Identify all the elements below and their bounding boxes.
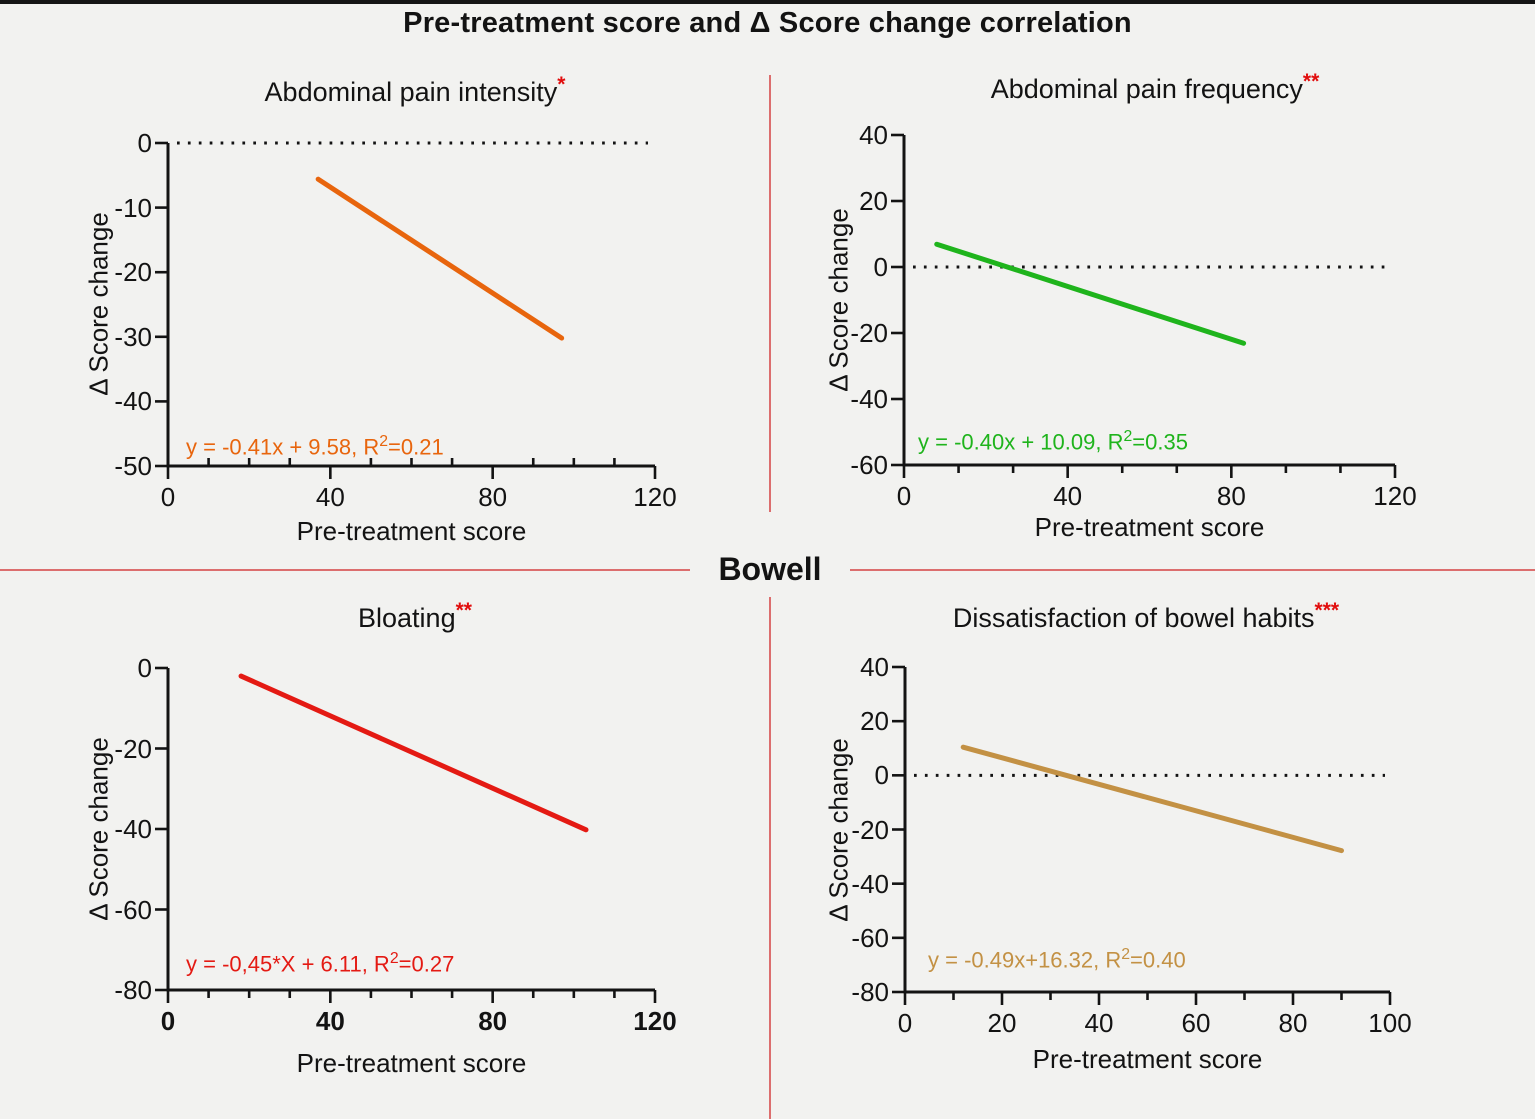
y-tick-label: 40: [860, 652, 889, 682]
regression-equation: y = -0.49x+16.32, R2=0.40: [928, 946, 1186, 973]
panel-abdominal-pain-intensity: [155, 141, 657, 479]
y-tick-label: -40: [851, 868, 889, 899]
y-tick-label: -20: [114, 257, 152, 288]
x-tick-label: 0: [897, 1008, 913, 1038]
divider-vertical-top: [769, 75, 771, 512]
y-tick-label: -60: [850, 450, 888, 480]
y-tick-label: 40: [859, 120, 888, 150]
equation-superscript: 2: [1123, 428, 1133, 445]
x-tick-label: 80: [478, 482, 508, 512]
regression-equation: y = -0.40x + 10.09, R2=0.35: [918, 428, 1188, 455]
x-axis-label: Pre-treatment score: [296, 1048, 527, 1078]
x-tick-label: 120: [633, 482, 677, 512]
y-tick-label: 0: [873, 252, 888, 282]
y-tick-label: -80: [114, 975, 152, 1005]
x-axis-label: Pre-treatment score: [296, 516, 527, 546]
y-tick-label: 20: [860, 706, 889, 737]
panel-title-abdominal-pain-frequency: Abdominal pain frequency**: [795, 70, 1515, 105]
significance-asterisk: **: [1302, 70, 1320, 93]
y-tick-label: -40: [114, 386, 152, 417]
trend-line-abdominal-pain-intensity: [315, 176, 565, 341]
x-tick-label: 0: [160, 1006, 176, 1036]
significance-asterisk: *: [557, 73, 566, 96]
equation-text: y = -0.49x+16.32, R: [928, 947, 1122, 973]
significance-asterisk: ***: [1314, 599, 1340, 622]
y-tick-label: -20: [851, 814, 889, 845]
regression-equation: y = -0,45*X + 6.11, R2=0.27: [186, 950, 454, 977]
y-tick-label: 0: [137, 653, 152, 683]
y-tick-label: -60: [851, 922, 889, 953]
divider-horizontal-left: [0, 569, 692, 571]
panel-title-text: Abdominal pain intensity: [264, 77, 558, 107]
y-tick-label: -30: [114, 321, 152, 352]
x-tick-label: 120: [633, 1006, 677, 1036]
panel-title-dissatisfaction-of-bowel-habits: Dissatisfaction of bowel habits***: [790, 599, 1502, 634]
y-tick-label: -40: [850, 384, 888, 414]
y-tick-label: 0: [874, 760, 889, 791]
panel-dissatisfaction-of-bowel-habits: [892, 665, 1392, 1005]
x-tick-label: 100: [1368, 1008, 1412, 1038]
figure-title: Pre-treatment score and Δ Score change c…: [403, 7, 1132, 39]
x-tick-label: 40: [315, 1006, 345, 1036]
equation-text: y = -0.40x + 10.09, R: [918, 429, 1124, 455]
axis-frame: [903, 667, 1390, 994]
x-tick-label: 0: [160, 482, 176, 512]
panel-title-text: Bloating: [358, 603, 456, 633]
y-tick-label: 20: [859, 186, 888, 216]
panel-title-bloating: Bloating**: [70, 599, 760, 634]
x-tick-label: 0: [896, 481, 912, 511]
x-tick-label: 20: [987, 1008, 1017, 1038]
x-tick-label: 40: [1084, 1008, 1114, 1038]
trend-line-bloating: [238, 673, 589, 833]
axis-frame: [166, 143, 655, 468]
x-tick-label: 80: [478, 1006, 508, 1036]
x-tick-label: 80: [1216, 481, 1246, 511]
top-border: [0, 0, 1535, 4]
y-tick-label: -80: [851, 977, 889, 1007]
x-tick-label: 80: [1278, 1008, 1308, 1038]
x-axis-label: Pre-treatment score: [1034, 512, 1265, 542]
panel-title-text: Dissatisfaction of bowel habits: [952, 603, 1315, 633]
center-label: Bowell: [690, 551, 850, 588]
x-tick-label: 120: [1373, 481, 1417, 511]
regression-equation: y = -0.41x + 9.58, R2=0.21: [186, 433, 444, 460]
equation-superscript: 2: [379, 433, 389, 450]
y-tick-label: -20: [114, 733, 152, 764]
y-tick-label: -40: [114, 814, 152, 844]
x-tick-label: 60: [1181, 1008, 1211, 1038]
equation-text: y = -0,45*X + 6.11, R: [186, 951, 390, 977]
divider-horizontal-right: [843, 569, 1535, 571]
y-tick-label: -50: [114, 451, 152, 481]
equation-text: =0.40: [1130, 947, 1186, 973]
y-tick-label: 0: [137, 128, 152, 158]
y-tick-label: -20: [850, 318, 888, 348]
x-axis-label: Pre-treatment score: [1032, 1044, 1263, 1074]
divider-vertical-bottom: [769, 597, 771, 1119]
equation-text: =0.27: [398, 951, 455, 977]
equation-text: =0.35: [1132, 429, 1188, 455]
equation-superscript: 2: [1121, 946, 1131, 963]
panel-title-abdominal-pain-intensity: Abdominal pain intensity*: [70, 73, 760, 108]
significance-asterisk: **: [455, 599, 472, 622]
panel-bloating: [155, 666, 657, 1003]
axis-frame: [902, 135, 1395, 467]
y-tick-label: -60: [114, 894, 152, 925]
equation-text: =0.21: [388, 434, 444, 460]
equation-superscript: 2: [389, 950, 399, 967]
y-axis-label: Δ Score change: [823, 208, 854, 392]
panel-title-text: Abdominal pain frequency: [990, 74, 1303, 104]
equation-text: y = -0.41x + 9.58, R: [186, 434, 380, 460]
y-tick-label: -10: [114, 192, 152, 223]
trend-line-dissatisfaction-of-bowel-habits: [960, 744, 1344, 854]
x-tick-label: 40: [1053, 481, 1083, 511]
trend-line-abdominal-pain-frequency: [934, 241, 1247, 346]
panel-abdominal-pain-frequency: [891, 133, 1397, 478]
x-tick-label: 40: [315, 482, 345, 512]
y-axis-label: Δ Score change: [83, 212, 114, 396]
